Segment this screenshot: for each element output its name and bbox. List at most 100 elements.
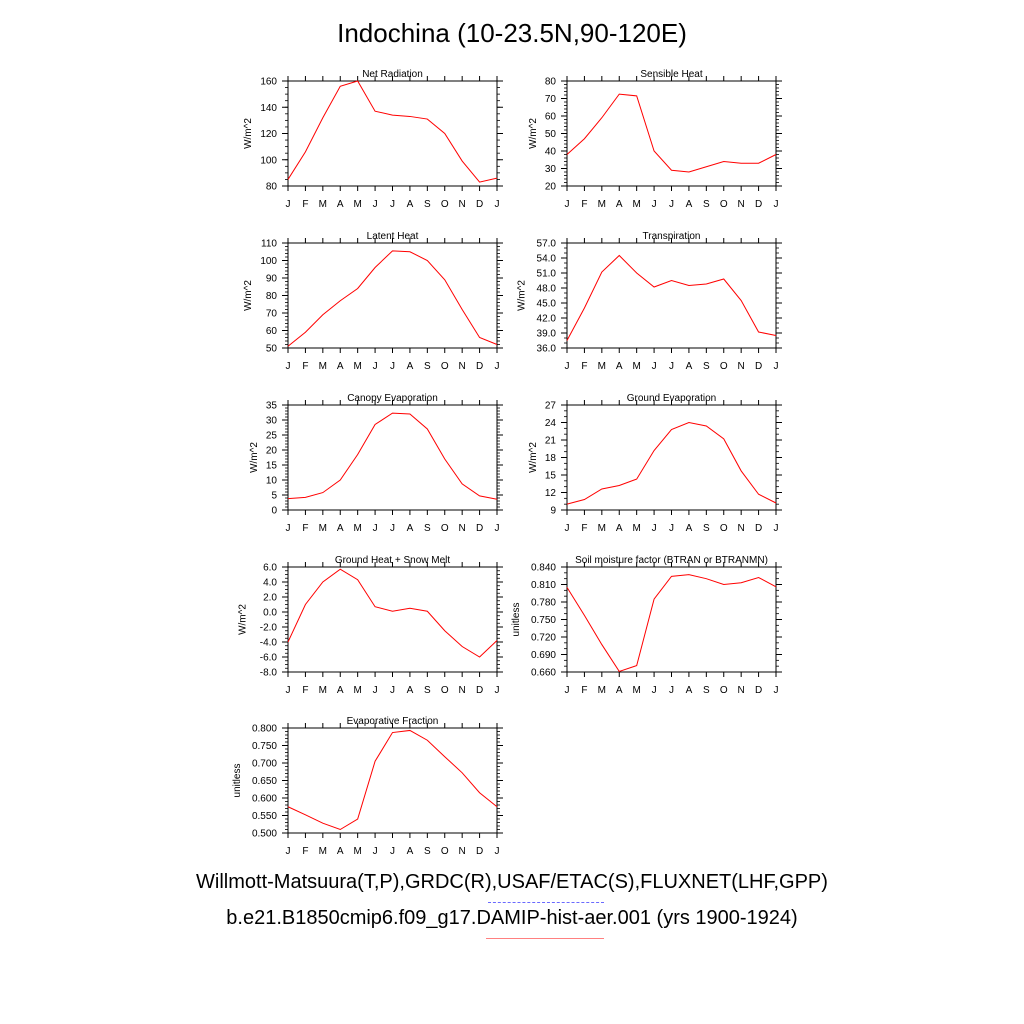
x-tick-label: O [441,846,449,857]
x-tick-label: F [581,685,587,696]
x-tick-label: D [476,846,483,857]
y-tick-label: 48.0 [537,284,557,295]
x-tick-label: M [319,846,327,857]
y-tick-label: 30 [545,164,557,175]
x-tick-label: J [286,523,291,534]
panel-title: Soil moisture factor (BTRAN or BTRANMN) [575,555,768,566]
y-tick-label: 0.720 [531,633,556,644]
y-tick-label: 0.500 [252,829,277,840]
x-tick-label: N [738,685,745,696]
x-tick-label: N [738,523,745,534]
x-tick-label: F [581,361,587,372]
x-tick-label: A [337,523,344,534]
x-tick-label: M [353,199,361,210]
y-tick-label: 18 [545,453,557,464]
y-tick-label: 0.810 [531,580,556,591]
x-tick-label: S [424,361,431,372]
panel-title: Latent Heat [367,231,419,242]
x-tick-label: A [616,361,623,372]
y-tick-label: 0.660 [531,668,556,679]
x-tick-label: M [598,685,606,696]
x-tick-label: J [390,523,395,534]
x-tick-label: J [495,361,500,372]
model-legend-line [486,938,604,939]
x-tick-label: J [286,685,291,696]
y-tick-label: 100 [260,256,277,267]
panel-frame [287,727,498,834]
x-tick-label: J [286,199,291,210]
y-tick-label: 35 [266,401,278,412]
panel-frame [287,80,498,187]
x-tick-label: M [353,846,361,857]
series-line [287,568,498,658]
x-tick-label: J [495,523,500,534]
y-tick-label: 110 [261,239,277,250]
y-tick-label: 140 [260,103,277,114]
y-tick-label: 27 [545,401,557,412]
x-tick-label: M [632,523,640,534]
x-tick-label: J [495,846,500,857]
x-tick-label: J [495,199,500,210]
x-tick-label: A [337,361,344,372]
y-tick-label: 42.0 [537,314,557,325]
y-tick-label: 30 [266,416,278,427]
panel-title: Transpiration [643,231,701,242]
y-axis-label: W/m^2 [243,280,254,311]
y-tick-label: 80 [545,77,557,88]
obs-legend-label: Willmott-Matsuura(T,P),GRDC(R),USAF/ETAC… [196,871,828,893]
x-tick-label: A [686,685,693,696]
x-tick-label: J [774,199,779,210]
y-tick-label: 24 [545,418,557,429]
x-tick-label: F [302,523,308,534]
x-tick-label: J [565,685,570,696]
y-axis-label: W/m^2 [238,604,249,635]
y-tick-label: 0.550 [252,811,277,822]
y-tick-label: 4.0 [263,578,277,589]
x-tick-label: J [565,199,570,210]
panel-frame [566,242,777,349]
x-tick-label: S [424,685,431,696]
x-tick-label: S [703,685,710,696]
x-tick-label: J [390,846,395,857]
x-tick-label: M [598,361,606,372]
x-tick-label: J [373,685,378,696]
series-line [287,729,498,831]
x-tick-label: O [720,361,728,372]
y-tick-label: 50 [266,344,278,355]
y-tick-label: -4.0 [260,638,278,649]
y-tick-label: 70 [266,309,278,320]
y-tick-label: -8.0 [260,668,278,679]
x-tick-label: D [476,199,483,210]
y-axis-label: W/m^2 [517,280,528,311]
x-tick-label: O [441,361,449,372]
y-tick-label: 57.0 [537,239,557,250]
panel-title: Evaporative Fraction [347,716,439,727]
x-tick-label: D [755,685,762,696]
x-tick-label: M [353,685,361,696]
series-line [287,80,498,183]
x-tick-label: A [337,199,344,210]
series-line [287,412,498,500]
obs-legend-line [488,902,604,903]
y-tick-label: 25 [266,431,278,442]
y-tick-label: 50 [545,129,557,140]
y-tick-label: 5 [271,491,277,502]
y-tick-label: 0.750 [531,615,556,626]
x-tick-label: D [476,361,483,372]
y-tick-label: 36.0 [537,344,557,355]
x-tick-label: A [337,846,344,857]
y-tick-label: 0.650 [252,776,277,787]
x-tick-label: D [476,523,483,534]
x-tick-label: J [774,685,779,696]
y-tick-label: 2.0 [263,593,277,604]
y-tick-label: 39.0 [537,329,557,340]
x-tick-label: J [286,846,291,857]
y-tick-label: 0.780 [531,598,556,609]
panel-title: Ground Heat + Snow Melt [335,555,451,566]
x-tick-label: O [720,523,728,534]
